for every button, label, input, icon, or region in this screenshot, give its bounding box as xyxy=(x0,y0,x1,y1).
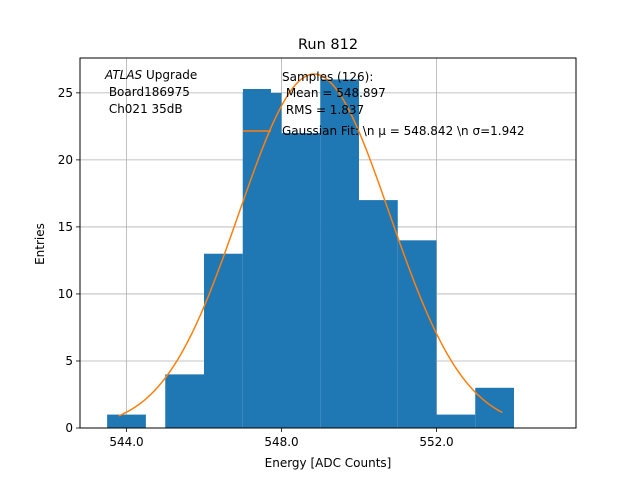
histogram-bar xyxy=(281,133,321,429)
legend-samples-swatch xyxy=(243,89,271,98)
y-axis-ticks: 0 5 10 15 20 25 xyxy=(58,86,80,435)
legend-samples-title: Samples (126): xyxy=(282,70,373,84)
gaussian-fit-curve xyxy=(118,73,503,417)
legend: Samples (126): Mean = 548.897 RMS = 1.83… xyxy=(243,70,525,138)
y-tick-label: 5 xyxy=(65,354,73,368)
legend-samples-rms: RMS = 1.837 xyxy=(282,103,364,117)
axes-frame xyxy=(79,57,577,429)
legend-fit-label: Gaussian Fit: \n μ = 548.842 \n σ=1.942 xyxy=(282,124,525,138)
x-axis-label: Energy [ADC Counts] xyxy=(265,456,392,470)
histogram-bar xyxy=(436,414,476,428)
atlas-annotation: ATLAS Upgrade Board186975 Ch021 35dB xyxy=(104,68,197,116)
y-axis-label: Entries xyxy=(33,223,47,265)
y-tick-label: 25 xyxy=(58,86,73,100)
histogram-bar xyxy=(204,253,243,428)
histogram-bar xyxy=(242,92,282,428)
histogram-bar xyxy=(107,414,146,428)
annotation-upgrade: Upgrade xyxy=(142,68,197,82)
x-tick-label: 544.0 xyxy=(109,435,143,449)
histogram-bar xyxy=(320,79,359,428)
histogram-bar xyxy=(397,240,437,428)
y-tick-label: 20 xyxy=(58,153,73,167)
annotation-board: Board186975 xyxy=(105,85,190,99)
chart-title: Run 812 xyxy=(298,37,358,53)
x-tick-label: 552.0 xyxy=(419,435,453,449)
y-tick-label: 15 xyxy=(58,220,73,234)
annotation-atlas: ATLAS xyxy=(104,68,143,82)
x-tick-label: 548.0 xyxy=(264,435,298,449)
annotation-channel: Ch021 35dB xyxy=(105,102,183,116)
histogram-bars xyxy=(107,79,514,429)
legend-samples-mean: Mean = 548.897 xyxy=(282,86,386,100)
y-tick-label: 0 xyxy=(65,421,73,435)
y-tick-label: 10 xyxy=(58,287,73,301)
gaussian-fit xyxy=(118,73,503,417)
histogram-bar xyxy=(165,374,204,428)
annotation-line-1: ATLAS Upgrade xyxy=(104,68,197,82)
x-axis-ticks: 544.0 548.0 552.0 xyxy=(109,428,454,449)
histogram-bar xyxy=(359,200,398,428)
